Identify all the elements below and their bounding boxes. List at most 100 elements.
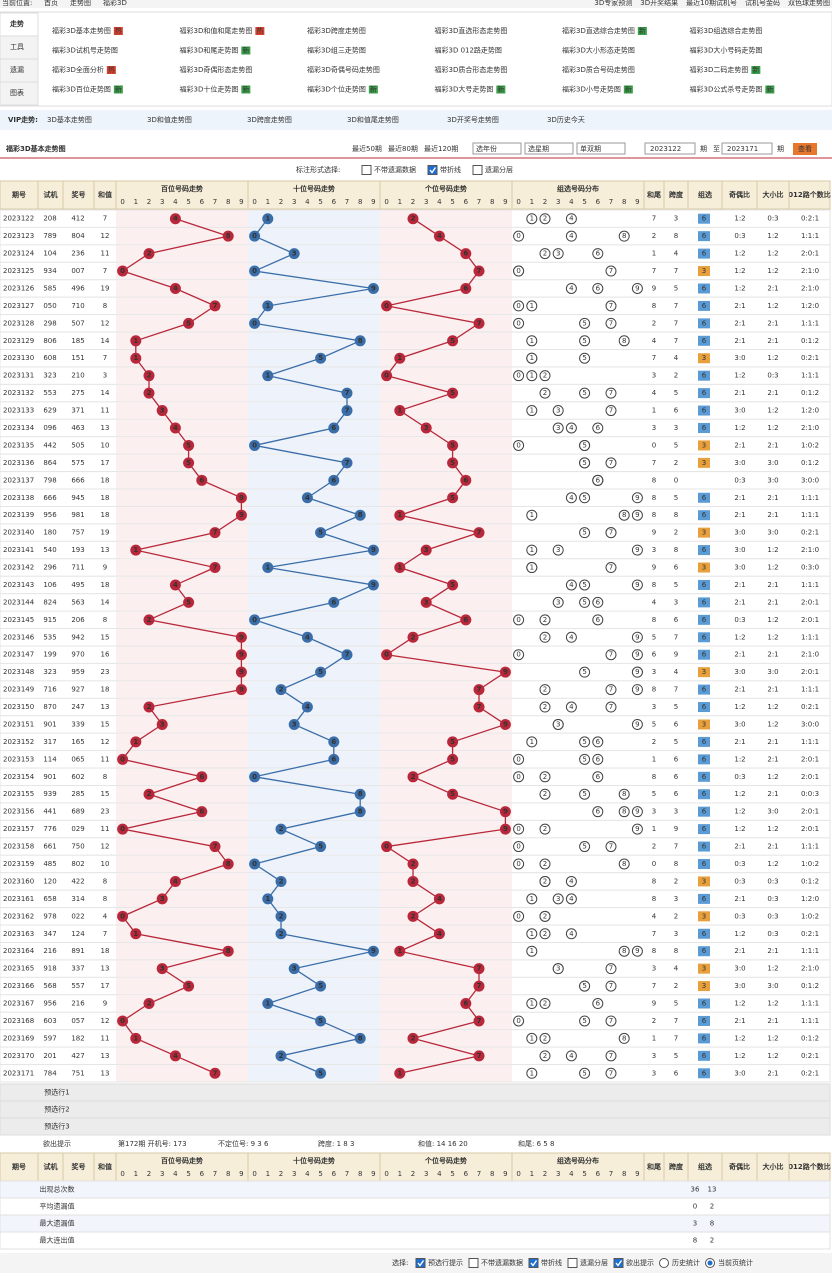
band-bg [116, 681, 248, 698]
breadcrumb-item[interactable]: 走势图 [70, 0, 91, 7]
period-from[interactable]: 2023122 [650, 145, 681, 153]
digit-ball [235, 684, 247, 696]
group: 6 [702, 424, 707, 432]
chart-link[interactable]: 福彩3D直选综合走势图 [562, 26, 635, 35]
side-tab-label[interactable]: 图表 [10, 88, 24, 97]
bottom-option-checkbox[interactable] [567, 1258, 578, 1268]
badge-bg [113, 85, 123, 94]
chart-link[interactable]: 福彩3D直选形态走势图 [435, 26, 508, 35]
band-bg [380, 367, 512, 384]
vip-link[interactable]: 3D和值尾走势图 [347, 115, 399, 124]
chart-link[interactable]: 福彩3D个位走势图 [307, 85, 366, 94]
top-link[interactable]: 试机号金码 [745, 0, 780, 7]
digit-ball-label: 2 [411, 912, 416, 920]
chart-link[interactable]: 福彩3D二码走势图 [690, 65, 749, 74]
bottom-option-label[interactable]: 历史统计 [672, 1258, 700, 1267]
group-digit-ring [526, 335, 538, 347]
bottom-option-checkbox[interactable] [415, 1258, 426, 1268]
bottom-option-label[interactable]: 不带遗漏数据 [481, 1258, 523, 1267]
bottom-option-label[interactable]: 遗漏分层 [580, 1258, 608, 1267]
side-tab-label[interactable]: 走势 [10, 19, 24, 28]
chart-link[interactable]: 福彩3D质合形态走势图 [435, 65, 508, 74]
trial-number: 629 [43, 407, 56, 415]
period-to[interactable]: 2023171 [727, 145, 758, 153]
digit-header: 4 [569, 1170, 574, 1178]
chart-link[interactable]: 福彩3D公式杀号走势图 [690, 85, 763, 94]
chart-link[interactable]: 福彩3D全面分析 [52, 65, 104, 74]
bottom-option-label[interactable]: 带折线 [541, 1258, 562, 1267]
chart-link[interactable]: 福彩3D基本走势图 [52, 26, 111, 35]
period: 2023168 [3, 1017, 34, 1025]
chart-link[interactable]: 福彩3D大小形态走势图 [562, 46, 635, 55]
award-number: 412 [71, 215, 84, 223]
side-tab-label[interactable]: 遗漏 [10, 65, 24, 74]
chart-link[interactable]: 福彩3D质合号码走势图 [562, 65, 635, 74]
chart-link[interactable]: 福彩3D奇偶形态走势图 [180, 65, 253, 74]
group-digit-ring [552, 596, 564, 608]
group: 6 [702, 319, 707, 327]
mark-option-checkbox[interactable] [361, 165, 372, 175]
top-link[interactable]: 最近10期试机号 [686, 0, 737, 7]
trial-number: 296 [43, 564, 57, 572]
chart-link[interactable]: 福彩3D跨度走势图 [307, 26, 366, 35]
breadcrumb-item[interactable]: 首页 [44, 0, 58, 7]
chart-link[interactable]: 福彩3D百位走势图 [52, 85, 111, 94]
vip-link[interactable]: 3D和值走势图 [147, 115, 192, 124]
chart-link[interactable]: 福彩3D试机号走势图 [52, 46, 118, 55]
group-digit-ring [618, 945, 630, 957]
mark-option-label[interactable]: 遗漏分层 [485, 165, 513, 174]
top-link[interactable]: 双色球走势图 [788, 0, 830, 7]
chart-link[interactable]: 福彩3D和尾走势图 [180, 46, 239, 55]
select-label[interactable]: 选星期 [528, 144, 549, 153]
select-label[interactable]: 选年份 [476, 144, 497, 153]
chart-link[interactable]: 福彩3D小号走势图 [562, 85, 621, 94]
group-digit-ring [539, 387, 551, 399]
top-link[interactable]: 3D开奖结果 [640, 0, 678, 7]
chart-link[interactable]: 福彩3D和值和尾走势图 [180, 26, 253, 35]
digit-ball-label: 2 [411, 860, 416, 868]
mark-option-checkbox[interactable] [472, 165, 483, 175]
range-link[interactable]: 最近80期 [388, 144, 418, 153]
chart-link[interactable]: 福彩3D奇偶号码走势图 [307, 65, 380, 74]
bottom-option-radio[interactable] [659, 1258, 669, 1268]
trial-number: 901 [43, 720, 56, 728]
chart-link[interactable]: 福彩3D组三走势图 [307, 46, 366, 55]
top-link[interactable]: 3D专家预测 [594, 0, 632, 7]
chart-link[interactable]: 福彩3D大小号码走势图 [690, 46, 763, 55]
vip-link[interactable]: 3D基本走势图 [47, 115, 92, 124]
bottom-option-checkbox[interactable] [468, 1258, 479, 1268]
chart-link[interactable]: 福彩3D十位走势图 [180, 85, 239, 94]
chart-link[interactable]: 福彩3D大号走势图 [435, 85, 494, 94]
group-digit-ring [513, 753, 525, 765]
digit-header: 9 [371, 198, 375, 206]
span: 7 [674, 843, 678, 851]
band-bg [116, 472, 248, 489]
sum-tail: 7 [652, 354, 656, 362]
select-label[interactable]: 单双期 [580, 144, 601, 153]
bottom-option-label[interactable]: 当前页统计 [718, 1258, 753, 1267]
vip-link[interactable]: 3D历史今天 [547, 115, 585, 124]
span: 5 [674, 1052, 678, 1060]
chart-link[interactable]: 福彩3D 012路走势图 [435, 46, 502, 55]
bottom-option-checkbox[interactable] [528, 1258, 539, 1268]
side-tab-label[interactable]: 工具 [10, 43, 24, 51]
group-digit: 0 [516, 319, 520, 327]
range-link[interactable]: 最近120期 [424, 144, 458, 153]
chart-link[interactable]: 福彩3D组选综合走势图 [690, 26, 763, 35]
mark-option-label[interactable]: 不带遗漏数据 [374, 165, 416, 174]
mark-option-checkbox[interactable] [427, 165, 438, 175]
range-link[interactable]: 最近50期 [352, 144, 382, 153]
mark-option-label[interactable]: 带折线 [440, 165, 461, 174]
bottom-option-label[interactable]: 预选行提示 [428, 1258, 463, 1267]
bottom-option-label[interactable]: 欲出提示 [626, 1258, 654, 1267]
digit-header: 2 [279, 1170, 283, 1178]
view-button[interactable]: 查看 [798, 144, 812, 153]
group-bg [698, 632, 710, 643]
group-digit: 9 [635, 668, 639, 676]
big-small: 2:1 [767, 389, 778, 397]
period: 2023138 [3, 494, 34, 502]
group-bg [698, 248, 710, 259]
bottom-option-checkbox[interactable] [613, 1258, 624, 1268]
vip-link[interactable]: 3D跨度走势图 [247, 115, 292, 124]
vip-link[interactable]: 3D开奖号走势图 [447, 115, 499, 124]
